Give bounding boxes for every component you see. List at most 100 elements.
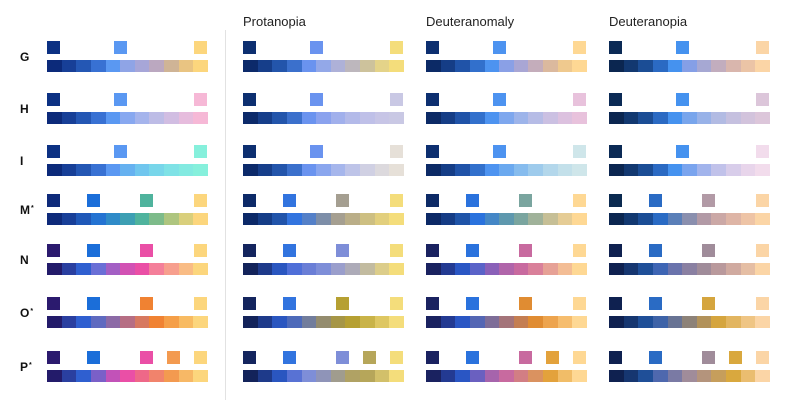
ramp-bar-n-protanopia xyxy=(243,263,405,275)
ramp-bar-o-protanopia xyxy=(243,316,405,328)
row-label-text: H xyxy=(20,102,29,116)
row-label-o: O* xyxy=(20,306,38,320)
ramp-step-9 xyxy=(374,370,390,382)
ramp-step-6 xyxy=(330,370,346,382)
key-swatch-h-original-1 xyxy=(114,93,127,106)
ramp-step-3 xyxy=(469,164,485,176)
ramp-step-3 xyxy=(469,370,485,382)
ramp-step-0 xyxy=(609,370,624,382)
ramp-step-5 xyxy=(316,164,331,176)
ramp-step-0 xyxy=(47,112,62,124)
ramp-step-3 xyxy=(652,213,668,225)
ramp-step-0 xyxy=(243,60,258,72)
ramp-step-4 xyxy=(484,60,500,72)
ramp-step-2 xyxy=(455,316,470,328)
ramp-step-10 xyxy=(193,213,209,225)
ramp-step-6 xyxy=(134,213,150,225)
ramp-step-10 xyxy=(389,213,405,225)
ramp-step-9 xyxy=(374,213,390,225)
ramp-step-4 xyxy=(667,316,683,328)
ramp-step-0 xyxy=(426,164,441,176)
ramp-step-7 xyxy=(149,316,165,328)
row-label-m: M* xyxy=(20,203,38,217)
ramp-step-8 xyxy=(543,164,558,176)
ramp-step-7 xyxy=(345,112,361,124)
ramp-bar-p-deuteranomaly xyxy=(426,370,588,382)
ramp-step-3 xyxy=(652,112,668,124)
key-swatch-p-original-1 xyxy=(87,351,100,364)
ramp-step-10 xyxy=(572,316,588,328)
ramp-step-9 xyxy=(374,263,390,275)
ramp-step-2 xyxy=(76,164,91,176)
ramp-step-6 xyxy=(696,370,712,382)
ramp-step-5 xyxy=(499,316,514,328)
ramp-step-4 xyxy=(105,60,121,72)
ramp-step-6 xyxy=(134,164,150,176)
key-swatch-m-protanopia-0 xyxy=(243,194,256,207)
key-swatch-g-original-2 xyxy=(194,41,207,54)
ramp-step-6 xyxy=(513,60,529,72)
ramp-step-10 xyxy=(755,316,771,328)
key-swatch-g-original-0 xyxy=(47,41,60,54)
ramp-step-7 xyxy=(149,112,165,124)
ramp-step-2 xyxy=(455,112,470,124)
ramp-step-8 xyxy=(543,370,558,382)
key-swatch-i-deuteranopia-0 xyxy=(609,145,622,158)
ramp-step-7 xyxy=(149,213,165,225)
key-swatch-i-original-0 xyxy=(47,145,60,158)
ramp-step-4 xyxy=(301,112,317,124)
ramp-step-10 xyxy=(755,112,771,124)
ramp-bar-i-deuteranomaly xyxy=(426,164,588,176)
ramp-step-7 xyxy=(711,60,727,72)
key-swatch-g-deuteranomaly-1 xyxy=(493,41,506,54)
ramp-step-7 xyxy=(711,370,727,382)
ramp-step-10 xyxy=(193,370,209,382)
ramp-step-0 xyxy=(426,316,441,328)
ramp-step-2 xyxy=(455,213,470,225)
key-swatch-p-protanopia-3 xyxy=(363,351,376,364)
key-swatch-m-deuteranopia-1 xyxy=(649,194,662,207)
ramp-step-5 xyxy=(316,263,331,275)
ramp-step-1 xyxy=(623,164,639,176)
ramp-step-7 xyxy=(149,60,165,72)
ramp-step-9 xyxy=(557,60,573,72)
ramp-step-8 xyxy=(543,316,558,328)
key-swatch-m-protanopia-2 xyxy=(336,194,349,207)
ramp-step-7 xyxy=(345,316,361,328)
key-swatch-m-original-3 xyxy=(194,194,207,207)
key-swatch-n-deuteranomaly-3 xyxy=(573,244,586,257)
ramp-step-0 xyxy=(243,316,258,328)
ramp-step-3 xyxy=(652,164,668,176)
ramp-step-2 xyxy=(76,112,91,124)
ramp-step-7 xyxy=(345,263,361,275)
ramp-bar-n-original xyxy=(47,263,209,275)
ramp-step-0 xyxy=(243,112,258,124)
ramp-step-0 xyxy=(426,60,441,72)
ramp-step-6 xyxy=(330,112,346,124)
ramp-step-3 xyxy=(90,370,106,382)
key-swatch-i-deuteranomaly-1 xyxy=(493,145,506,158)
ramp-step-3 xyxy=(469,316,485,328)
ramp-step-7 xyxy=(711,213,727,225)
ramp-step-0 xyxy=(47,213,62,225)
ramp-step-6 xyxy=(696,213,712,225)
key-swatch-p-original-4 xyxy=(194,351,207,364)
ramp-step-9 xyxy=(557,263,573,275)
ramp-step-0 xyxy=(47,263,62,275)
ramp-step-3 xyxy=(469,112,485,124)
row-label-h: H xyxy=(20,102,38,116)
ramp-step-10 xyxy=(755,213,771,225)
ramp-step-9 xyxy=(178,60,194,72)
ramp-step-6 xyxy=(696,60,712,72)
row-label-asterisk: * xyxy=(30,308,34,315)
ramp-step-10 xyxy=(389,112,405,124)
ramp-step-6 xyxy=(696,112,712,124)
key-swatch-n-original-2 xyxy=(140,244,153,257)
ramp-step-8 xyxy=(543,263,558,275)
ramp-step-4 xyxy=(667,60,683,72)
ramp-step-0 xyxy=(609,316,624,328)
ramp-step-9 xyxy=(374,316,390,328)
ramp-step-6 xyxy=(513,112,529,124)
ramp-step-1 xyxy=(257,112,273,124)
ramp-step-3 xyxy=(286,213,302,225)
